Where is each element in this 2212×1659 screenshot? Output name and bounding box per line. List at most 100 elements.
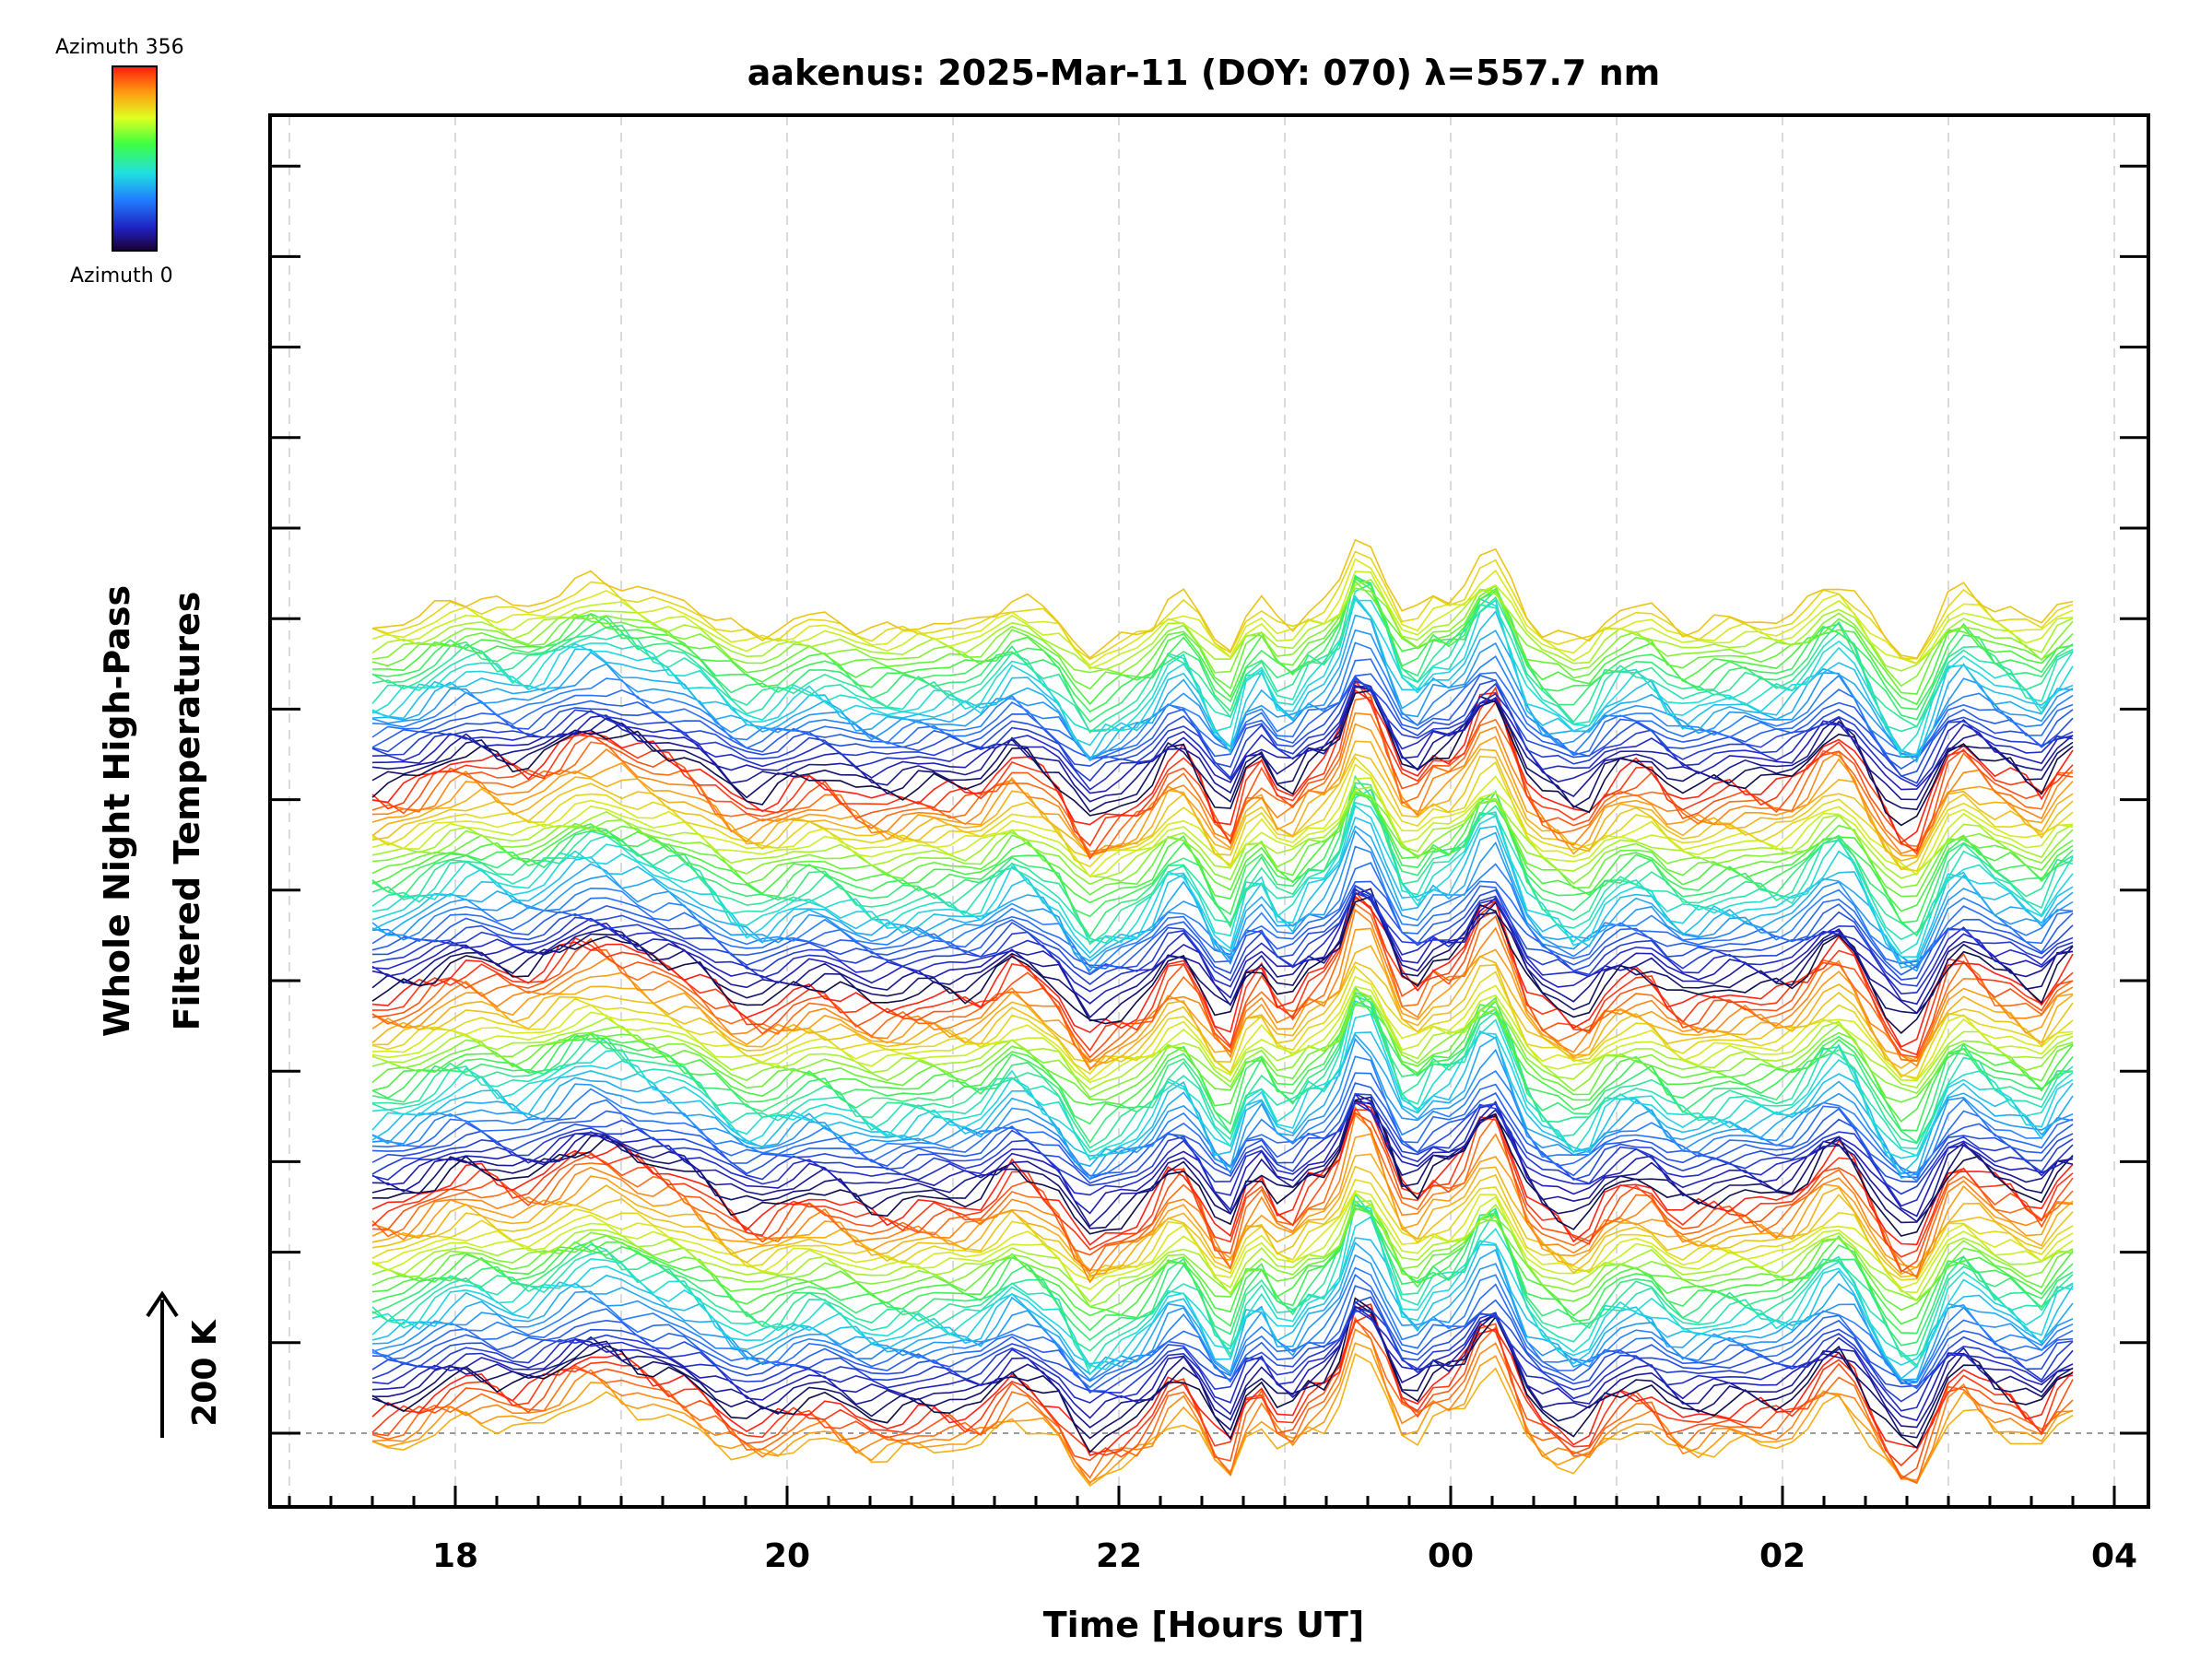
trace-line: [371, 673, 2074, 770]
colorbar-gradient: [112, 65, 158, 252]
plot-frame: [268, 113, 2150, 1509]
trace-line: [371, 884, 2074, 1019]
trace-line: [371, 1092, 2074, 1218]
trace-line: [371, 689, 2074, 827]
trace-line: [371, 1253, 2074, 1382]
colorbar: Azimuth 356 Azimuth 0: [55, 36, 184, 288]
trace-line: [371, 1352, 2074, 1488]
trace-line: [371, 550, 2074, 661]
trace-line: [371, 578, 2074, 672]
trace-line: [371, 902, 2074, 1064]
trace-line: [371, 992, 2074, 1149]
trace-line: [371, 1204, 2074, 1312]
trace-line: [371, 845, 2074, 975]
trace-line: [371, 1055, 2074, 1181]
trace-line: [371, 576, 2074, 734]
trace-line: [371, 1319, 2074, 1480]
trace-line: [371, 986, 2074, 1144]
axis-ticks: [270, 164, 2150, 1506]
trace-line: [371, 1342, 2074, 1484]
x-tick-label: 00: [1428, 1537, 1474, 1575]
trace-line: [371, 774, 2074, 938]
scale-bar-label: 200 K: [186, 1319, 224, 1427]
trace-line: [371, 580, 2074, 695]
trace-line: [371, 1193, 2074, 1370]
trace-line: [371, 825, 2074, 969]
trace-line: [371, 1082, 2074, 1181]
trace-line: [371, 538, 2074, 659]
trace-line: [371, 1297, 2074, 1453]
trace-line: [371, 578, 2074, 713]
trace-line: [371, 684, 2074, 803]
chart-title: aakenus: 2025-Mar-11 (DOY: 070) λ=557.7 …: [747, 53, 1660, 93]
scale-bar: 200 K: [146, 1290, 224, 1438]
trace-line: [371, 658, 2074, 761]
trace-line: [371, 685, 2074, 794]
trace-line: [371, 1191, 2074, 1294]
trace-line: [371, 888, 2074, 1006]
trace-line: [371, 994, 2074, 1153]
trace-line: [371, 1200, 2074, 1308]
trace-line: [371, 1204, 2074, 1376]
trace-line: [371, 1100, 2074, 1237]
trace-line: [371, 1105, 2074, 1278]
trace-line: [371, 680, 2074, 861]
trace-line: [371, 1216, 2074, 1371]
y-axis-label-line2: Filtered Temperatures: [167, 592, 207, 1031]
trace-line: [371, 895, 2074, 1034]
trace-line: [371, 985, 2074, 1084]
trace-line: [371, 994, 2074, 1099]
trace-line: [371, 1101, 2074, 1195]
trace-line: [371, 999, 2074, 1161]
trace-line: [371, 680, 2074, 791]
trace-line: [371, 756, 2074, 872]
trace-line: [371, 788, 2074, 944]
trace-line: [371, 594, 2074, 758]
trace-line: [371, 740, 2074, 862]
trace-line: [372, 1305, 2074, 1429]
scale-arrow-head: [146, 1290, 179, 1318]
trace-line: [371, 1296, 2074, 1393]
trace-line: [371, 676, 2074, 784]
trace-line: [371, 888, 2074, 987]
trace-line: [371, 1030, 2074, 1176]
trace-line: [371, 989, 2074, 1090]
x-tick-label: 02: [1759, 1537, 1806, 1575]
trace-line: [371, 801, 2074, 955]
trace-line: [371, 1203, 2074, 1335]
trace-line: [371, 890, 2074, 1056]
trace-line: [371, 1013, 2074, 1160]
traces: [371, 538, 2074, 1488]
trace-line: [371, 558, 2074, 666]
trace-line: [371, 1165, 2074, 1278]
trace-line: [371, 816, 2074, 963]
trace-line: [371, 1109, 2074, 1258]
trace-line: [371, 1178, 2074, 1281]
colorbar-bottom-label: Azimuth 0: [70, 265, 173, 288]
trace-line: [371, 577, 2074, 706]
trace-line: [371, 1112, 2074, 1274]
trace-line: [371, 571, 2074, 670]
trace-line: [371, 1206, 2074, 1325]
trace-line: [371, 1266, 2074, 1385]
trace-line: [371, 786, 2074, 879]
x-tick-label: 18: [432, 1537, 478, 1575]
trace-line: [371, 897, 2074, 1059]
colorbar-top-label: Azimuth 356: [55, 36, 184, 59]
trace-line: [371, 997, 2074, 1103]
trace-line: [371, 1092, 2074, 1228]
trace-line: [371, 1190, 2074, 1289]
y-axis-label-line1: Whole Night High-Pass: [97, 585, 137, 1037]
trace-line: [371, 945, 2074, 1069]
x-tick-label: 22: [1096, 1537, 1142, 1575]
trace-line: [371, 1100, 2074, 1246]
trace-line: [371, 792, 2074, 898]
x-tick-labels: 18 20 22 00 02 04: [432, 1537, 2137, 1575]
x-axis-label: Time [Hours UT]: [1043, 1605, 1365, 1645]
trace-line: [371, 574, 2074, 724]
x-tick-label: 04: [2091, 1537, 2137, 1575]
trace-line: [371, 1092, 2074, 1184]
trace-line: [371, 1303, 2074, 1456]
x-tick-label: 20: [764, 1537, 810, 1575]
